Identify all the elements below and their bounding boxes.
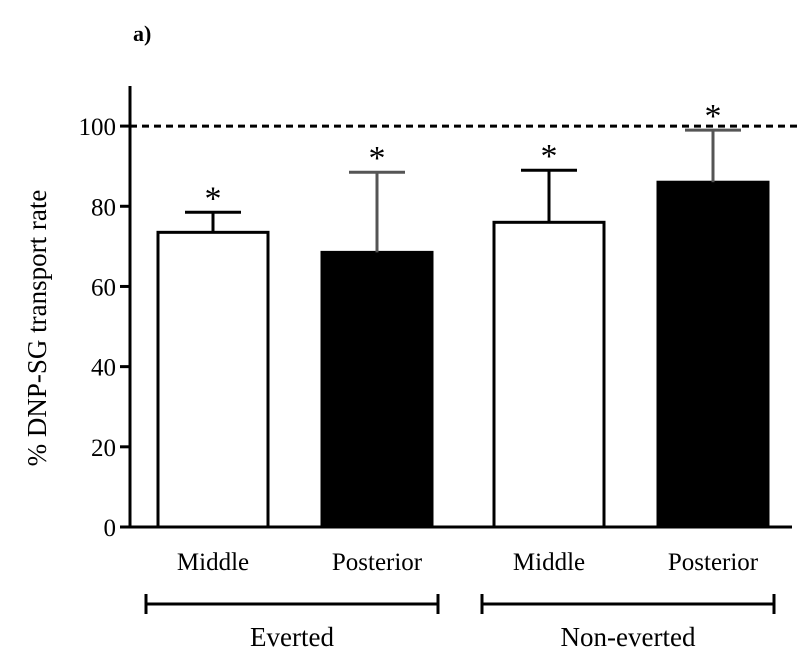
y-tick-label: 100 — [79, 114, 117, 141]
category-label-1: Middle — [177, 549, 249, 576]
y-axis-label: % DNP-SG transport rate — [22, 190, 52, 467]
y-tick-label: 40 — [91, 355, 116, 382]
group-label-2: Non-everted — [561, 622, 696, 652]
bar-1 — [156, 230, 270, 529]
significance-marker-1: * — [205, 180, 222, 217]
y-axis: 0 20 40 60 80 100 — [79, 86, 132, 542]
group-label-1: Everted — [250, 622, 334, 652]
significance-marker-4: * — [705, 98, 722, 135]
y-tick-label: 60 — [91, 274, 116, 301]
category-label-3: Middle — [513, 549, 585, 576]
y-tick-label: 20 — [91, 435, 116, 462]
group-brackets: Everted Non-everted — [144, 594, 776, 652]
bar-3 — [492, 220, 606, 529]
bars-layer: * Middle * Posterior * Middle * Posterior — [130, 98, 792, 576]
bar-2 — [320, 250, 434, 529]
y-tick-label: 80 — [91, 194, 116, 221]
significance-marker-3: * — [541, 138, 558, 175]
category-label-2: Posterior — [332, 549, 423, 576]
y-tick-label: 0 — [104, 515, 117, 542]
category-label-4: Posterior — [668, 549, 759, 576]
panel-label: a) — [133, 21, 151, 46]
bar-4 — [656, 180, 770, 529]
significance-marker-2: * — [369, 140, 386, 177]
